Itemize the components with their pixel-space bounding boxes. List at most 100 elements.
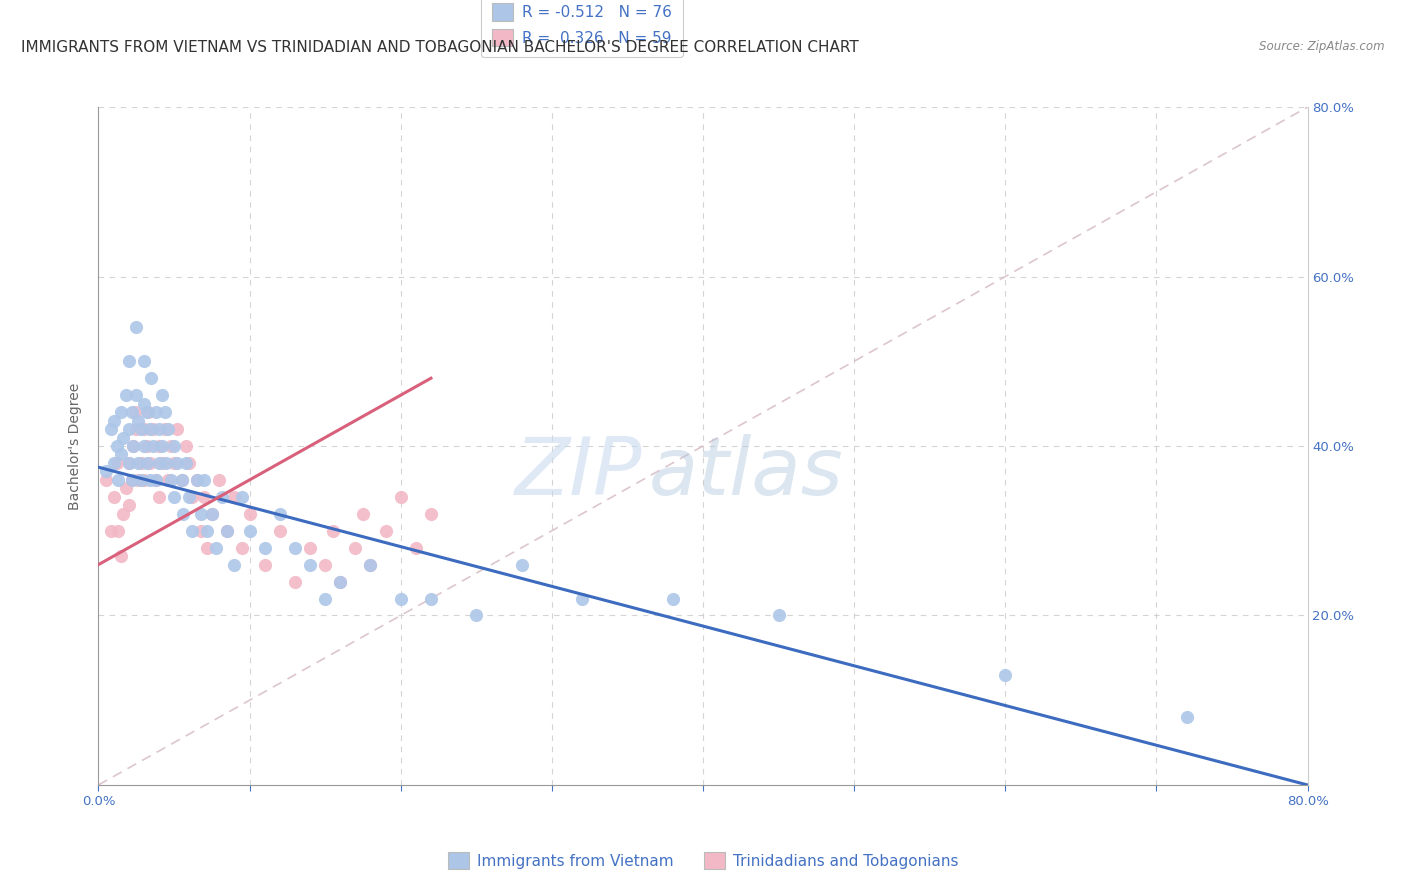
- Point: [129, 422, 152, 436]
- Point: [127, 473, 149, 487]
- Point: [284, 574, 307, 589]
- Point: [299, 541, 322, 555]
- Legend: Immigrants from Vietnam, Trinidadians and Tobagonians: Immigrants from Vietnam, Trinidadians an…: [441, 846, 965, 875]
- Point: [110, 549, 132, 564]
- Point: [100, 422, 122, 436]
- Point: [231, 490, 253, 504]
- Point: [127, 414, 149, 428]
- Point: [389, 591, 412, 606]
- Point: [166, 422, 188, 436]
- Point: [141, 371, 163, 385]
- Point: [344, 541, 367, 555]
- Point: [145, 405, 167, 419]
- Y-axis label: Bachelor's Degree: Bachelor's Degree: [69, 383, 83, 509]
- Point: [148, 456, 170, 470]
- Point: [661, 591, 683, 606]
- Point: [239, 524, 262, 538]
- Point: [118, 422, 141, 436]
- Point: [150, 456, 173, 470]
- Point: [135, 456, 157, 470]
- Point: [224, 490, 246, 504]
- Point: [174, 439, 197, 453]
- Point: [360, 558, 382, 572]
- Point: [114, 482, 136, 496]
- Point: [105, 456, 128, 470]
- Point: [174, 456, 197, 470]
- Point: [314, 591, 336, 606]
- Point: [352, 507, 374, 521]
- Point: [132, 354, 155, 368]
- Point: [142, 422, 165, 436]
- Point: [139, 473, 162, 487]
- Point: [179, 490, 201, 504]
- Point: [121, 473, 143, 487]
- Point: [132, 422, 155, 436]
- Point: [208, 473, 231, 487]
- Point: [994, 667, 1017, 681]
- Point: [94, 464, 117, 478]
- Point: [129, 473, 152, 487]
- Point: [329, 574, 352, 589]
- Point: [111, 430, 134, 444]
- Point: [107, 524, 129, 538]
- Point: [329, 574, 352, 589]
- Point: [193, 473, 215, 487]
- Point: [181, 490, 204, 504]
- Point: [186, 473, 208, 487]
- Point: [253, 541, 276, 555]
- Point: [179, 456, 201, 470]
- Point: [105, 439, 128, 453]
- Point: [107, 473, 129, 487]
- Point: [148, 439, 170, 453]
- Point: [322, 524, 344, 538]
- Point: [163, 439, 186, 453]
- Legend: R = -0.512   N = 76, R =  0.326   N = 59: R = -0.512 N = 76, R = 0.326 N = 59: [481, 0, 683, 57]
- Point: [139, 456, 162, 470]
- Text: atlas: atlas: [648, 434, 844, 512]
- Point: [170, 473, 193, 487]
- Point: [156, 422, 179, 436]
- Point: [195, 541, 218, 555]
- Point: [215, 524, 238, 538]
- Point: [389, 490, 412, 504]
- Point: [211, 490, 233, 504]
- Point: [125, 388, 148, 402]
- Point: [150, 388, 173, 402]
- Point: [153, 422, 176, 436]
- Point: [195, 524, 218, 538]
- Point: [94, 473, 117, 487]
- Point: [148, 422, 170, 436]
- Point: [186, 473, 208, 487]
- Point: [148, 490, 170, 504]
- Point: [118, 456, 141, 470]
- Point: [121, 473, 143, 487]
- Point: [269, 524, 291, 538]
- Point: [253, 558, 276, 572]
- Text: ZIP: ZIP: [515, 434, 643, 512]
- Point: [374, 524, 396, 538]
- Point: [166, 456, 188, 470]
- Point: [193, 490, 215, 504]
- Point: [129, 456, 152, 470]
- Point: [110, 447, 132, 462]
- Point: [201, 507, 224, 521]
- Point: [153, 405, 176, 419]
- Point: [125, 320, 148, 334]
- Point: [181, 524, 204, 538]
- Point: [122, 439, 145, 453]
- Point: [420, 591, 443, 606]
- Point: [571, 591, 593, 606]
- Point: [163, 456, 186, 470]
- Point: [239, 507, 262, 521]
- Point: [127, 456, 149, 470]
- Point: [118, 456, 141, 470]
- Point: [160, 473, 183, 487]
- Point: [124, 405, 146, 419]
- Point: [132, 473, 155, 487]
- Point: [135, 405, 157, 419]
- Point: [160, 439, 183, 453]
- Point: [768, 608, 790, 623]
- Point: [201, 507, 224, 521]
- Point: [132, 396, 155, 410]
- Point: [155, 456, 177, 470]
